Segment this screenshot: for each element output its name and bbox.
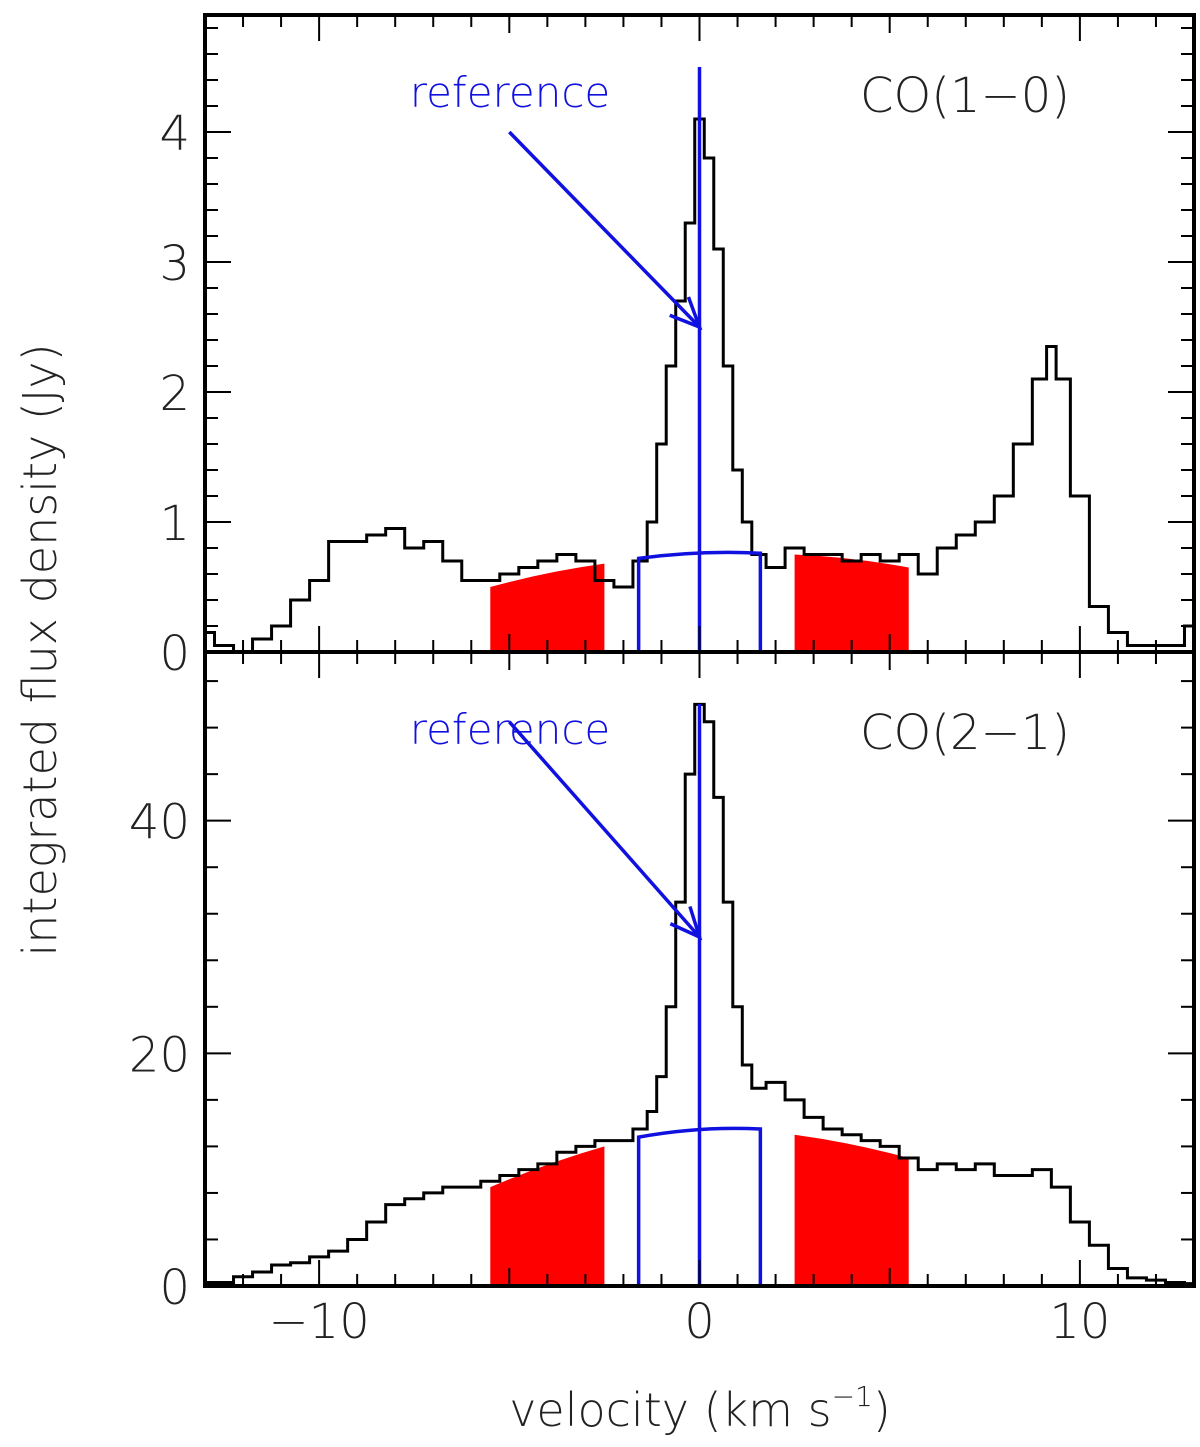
y-tick-label: 2 [159, 366, 190, 422]
x-tick-label: −10 [268, 1294, 369, 1350]
x-axis-title-text: velocity (km s [509, 1383, 831, 1437]
reference-arrow [508, 130, 701, 329]
y-axis-title: integrated flux density (Jy) [13, 343, 67, 956]
x-tick-label: 10 [1049, 1294, 1110, 1350]
reference-label: reference [410, 705, 611, 754]
reference-arrowhead [669, 905, 703, 941]
spectrum-line [205, 117, 1194, 654]
panel-1: reference CO(1−0) 0 1 2 3 4 [159, 13, 1196, 682]
shaded-region-1 [490, 563, 605, 652]
x-axis-title-close: ) [873, 1383, 891, 1437]
shaded-region-2 [794, 554, 909, 652]
x-axis-title: velocity (km s−1) [509, 1380, 891, 1437]
y-tick-label: 4 [159, 106, 190, 162]
panel-label: CO(2−1) [860, 705, 1070, 761]
shaded-region-1 [490, 1146, 605, 1286]
y-tick-label: 3 [159, 236, 190, 292]
panels: reference CO(1−0) 0 1 2 3 4 reference CO(2−1) 0 20… [129, 13, 1196, 1350]
x-axis-title-superscript: −1 [832, 1380, 873, 1413]
plot-frame [203, 650, 1196, 1288]
panel-2: reference CO(2−1) 0 20 40 −10 0 10 [129, 650, 1196, 1350]
x-tick-label: 0 [684, 1294, 715, 1350]
reference-arrowhead [669, 296, 703, 331]
shaded-region-2 [794, 1134, 909, 1286]
reference-arrow [507, 720, 701, 939]
y-tick-label: 0 [159, 626, 190, 682]
y-tick-label: 0 [159, 1260, 190, 1316]
spectrum-line [205, 702, 1194, 1286]
y-tick-label: 40 [129, 795, 190, 851]
panel-label: CO(1−0) [860, 68, 1070, 124]
reference-label: reference [410, 68, 611, 117]
y-tick-label: 20 [129, 1027, 190, 1083]
y-tick-label: 1 [159, 496, 190, 552]
